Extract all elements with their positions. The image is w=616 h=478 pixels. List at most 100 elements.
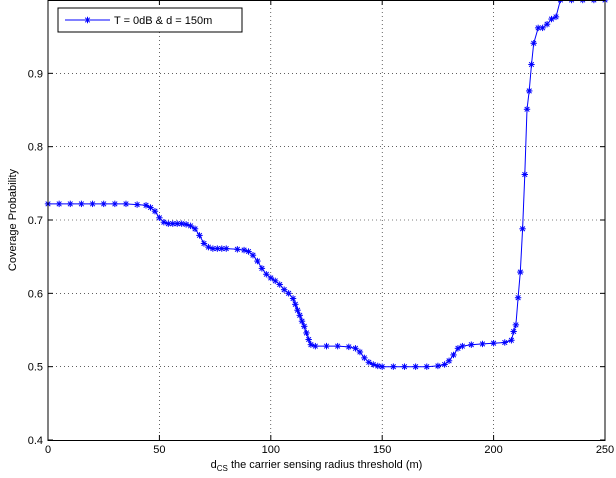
marker-stroke — [459, 343, 466, 349]
data-point — [200, 240, 208, 247]
marker-stroke — [508, 337, 515, 343]
marker-stroke — [441, 361, 448, 368]
marker-stroke — [593, 0, 597, 3]
data-point — [191, 225, 199, 232]
series-line — [48, 0, 605, 368]
marker-stroke — [196, 232, 203, 239]
data-point — [548, 15, 555, 23]
marker-stroke — [292, 301, 298, 307]
data-point — [323, 342, 330, 350]
data-point — [445, 357, 453, 364]
marker-stroke — [67, 201, 73, 207]
marker-stroke — [263, 271, 269, 277]
data-point — [479, 340, 486, 348]
x-axis-label-subscript: CS — [217, 464, 228, 473]
marker-stroke — [531, 40, 537, 46]
marker-stroke — [272, 278, 278, 284]
marker-stroke — [281, 287, 287, 293]
marker-stroke — [312, 343, 319, 349]
marker-stroke — [134, 201, 140, 208]
x-tick-label: 50 — [153, 444, 165, 456]
marker-stroke — [375, 363, 381, 369]
data-point — [187, 222, 194, 230]
data-point — [374, 362, 381, 370]
marker-stroke — [254, 258, 261, 264]
data-point — [530, 40, 537, 47]
marker-stroke — [450, 352, 457, 358]
data-point — [590, 0, 598, 4]
data-point — [490, 340, 497, 347]
data-point — [78, 200, 85, 208]
marker-stroke — [308, 342, 314, 348]
data-point — [249, 252, 257, 259]
data-point — [55, 200, 63, 208]
data-point — [379, 363, 386, 370]
marker-stroke — [183, 221, 189, 228]
marker-stroke — [165, 221, 171, 227]
data-point — [390, 363, 397, 370]
legend-marker-glyph — [84, 16, 91, 24]
data-point — [178, 220, 185, 227]
data-point — [169, 220, 176, 227]
marker-stroke — [214, 245, 220, 252]
marker-stroke — [366, 359, 372, 365]
marker-stroke — [143, 202, 149, 208]
y-tick-label: 0.7 — [28, 215, 43, 227]
y-tick-label: 0.8 — [28, 142, 43, 154]
marker-stroke — [602, 0, 606, 3]
data-point — [459, 342, 466, 350]
marker-stroke — [412, 364, 419, 370]
marker-stroke — [123, 201, 129, 207]
data-point — [289, 295, 297, 302]
data-point — [508, 337, 515, 344]
marker-stroke — [535, 25, 541, 31]
marker-stroke — [544, 21, 550, 27]
x-tick-label: 200 — [484, 444, 502, 456]
marker-stroke — [223, 245, 229, 252]
data-point — [196, 232, 203, 239]
data-point — [519, 225, 526, 232]
data-point — [543, 21, 551, 28]
data-point — [412, 363, 419, 370]
marker-stroke — [201, 240, 207, 247]
y-tick-label: 0.4 — [28, 435, 43, 447]
data-point — [151, 208, 159, 215]
data-point — [245, 248, 252, 255]
marker-stroke — [515, 295, 521, 301]
x-axis-label: dCS the carrier sensing radius threshold… — [211, 459, 423, 473]
data-point — [205, 243, 212, 251]
marker-stroke — [56, 201, 62, 207]
data-point — [67, 200, 74, 208]
legend: T = 0dB & d = 150m — [57, 7, 243, 33]
data-point — [512, 321, 520, 329]
marker-stroke — [299, 318, 305, 324]
data-point — [89, 200, 96, 208]
marker-stroke — [250, 252, 256, 258]
data-point — [218, 245, 225, 252]
marker-stroke — [522, 171, 528, 178]
data-point — [280, 286, 288, 293]
data-point — [510, 328, 517, 335]
legend-entry-label: T = 0dB & d = 150m — [114, 15, 212, 27]
y-tick-label: 0.5 — [28, 362, 43, 374]
marker-stroke — [301, 323, 307, 329]
data-point — [133, 201, 141, 208]
marker-stroke — [277, 281, 283, 288]
data-point — [450, 351, 457, 359]
marker-stroke — [510, 328, 517, 335]
x-tick-label: 150 — [373, 444, 391, 456]
data-point — [160, 219, 168, 226]
marker-stroke — [490, 340, 497, 346]
marker-stroke — [210, 245, 216, 252]
data-point — [361, 354, 368, 362]
marker-stroke — [205, 244, 212, 250]
data-point — [526, 87, 533, 95]
marker-stroke — [156, 215, 163, 221]
data-point — [579, 0, 586, 4]
marker-stroke — [101, 201, 107, 207]
data-point — [296, 312, 303, 319]
marker-stroke — [390, 364, 396, 370]
marker-stroke — [557, 0, 562, 3]
marker-stroke — [401, 364, 408, 370]
